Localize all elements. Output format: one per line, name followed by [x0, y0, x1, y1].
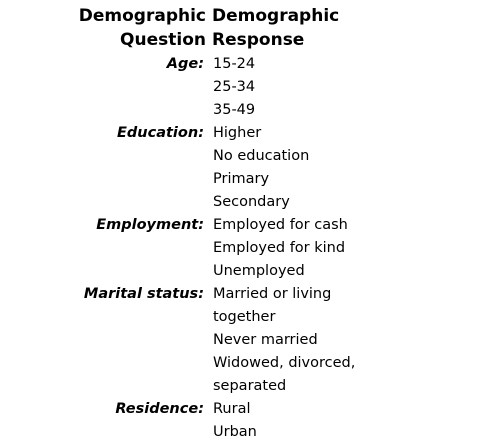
- question-cell: [76, 421, 212, 444]
- question-cell: [76, 145, 212, 168]
- response-cell: Secondary: [213, 194, 290, 210]
- question-cell: Marital status:: [83, 286, 204, 302]
- table-row: Employed for kind: [76, 237, 397, 260]
- table-row: Marital status: Married or living togeth…: [76, 283, 397, 329]
- response-cell: Higher: [213, 125, 262, 141]
- column-header-question: Demographic Question: [76, 4, 212, 53]
- response-cell: Unemployed: [213, 263, 305, 279]
- table-row: Secondary: [76, 191, 397, 214]
- column-header-question-line1: Demographic: [78, 6, 206, 26]
- demographics-table: Demographic Question Demographic Respons…: [76, 4, 397, 444]
- response-cell: No education: [213, 148, 310, 164]
- question-cell: [76, 260, 212, 283]
- column-header-response: Demographic Response: [212, 4, 397, 53]
- table-row: Age: 15-24: [76, 53, 397, 76]
- table-row: Unemployed: [76, 260, 397, 283]
- response-cell: Employed for kind: [213, 240, 346, 256]
- response-cell: 25-34: [213, 79, 256, 95]
- table-row: Education: Higher: [76, 122, 397, 145]
- response-cell: Never married: [213, 332, 318, 348]
- question-cell: Age:: [166, 56, 204, 72]
- response-cell: Primary: [213, 171, 270, 187]
- table-row: Urban: [76, 421, 397, 444]
- response-cell-line2: separated: [213, 378, 287, 394]
- question-cell: [76, 191, 212, 214]
- response-cell-line1: Widowed, divorced,: [213, 355, 356, 371]
- response-cell: Rural: [213, 401, 251, 417]
- column-header-response-line2: Response: [212, 30, 305, 50]
- question-cell: [76, 237, 212, 260]
- response-cell: Urban: [213, 424, 257, 440]
- demographics-table-container: Demographic Question Demographic Respons…: [79, 6, 356, 440]
- response-cell: 15-24: [213, 56, 256, 72]
- table-row: Never married: [76, 329, 397, 352]
- question-cell: [76, 99, 212, 122]
- table-row: 35-49: [76, 99, 397, 122]
- table-row: Employment: Employed for cash: [76, 214, 397, 237]
- question-cell: Employment:: [96, 217, 204, 233]
- response-cell: Employed for cash: [213, 217, 348, 233]
- question-cell: [76, 352, 212, 398]
- question-cell: [76, 168, 212, 191]
- response-cell: Married or living together: [213, 286, 332, 325]
- table-row: No education: [76, 145, 397, 168]
- table-row: Widowed, divorced, separated: [76, 352, 397, 398]
- response-cell: Widowed, divorced, separated: [212, 352, 397, 398]
- column-header-question-line2: Question: [120, 30, 206, 50]
- header-row: Demographic Question Demographic Respons…: [76, 4, 397, 53]
- table-row: Residence: Rural: [76, 398, 397, 421]
- question-cell: Residence:: [115, 401, 204, 417]
- table-row: Primary: [76, 168, 397, 191]
- table-row: 25-34: [76, 76, 397, 99]
- response-cell: 35-49: [213, 102, 256, 118]
- column-header-response-line1: Demographic: [212, 6, 340, 26]
- question-cell: [76, 76, 212, 99]
- question-cell: [76, 329, 212, 352]
- question-cell: Education:: [117, 125, 204, 141]
